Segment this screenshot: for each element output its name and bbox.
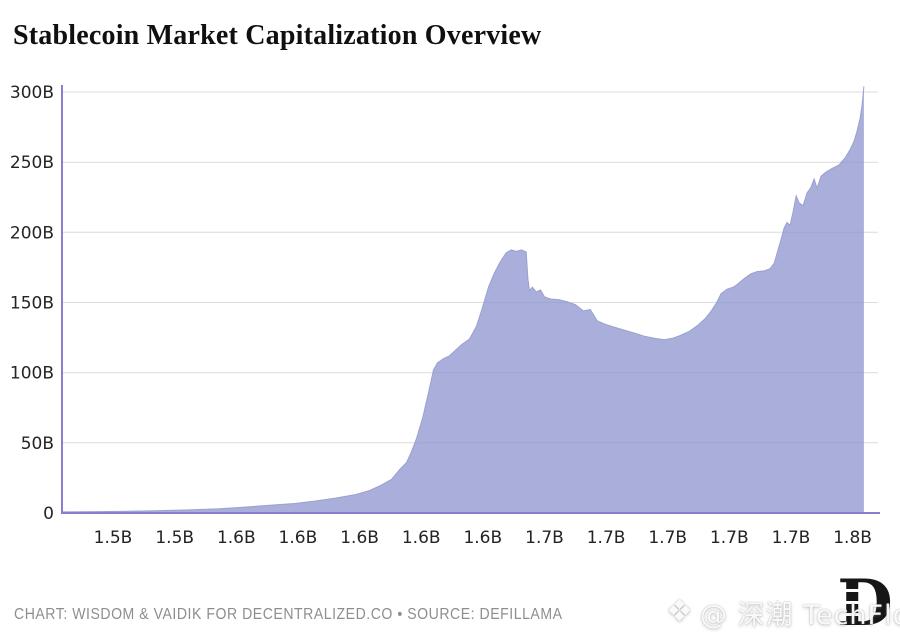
y-tick-label: 50B [21,434,54,454]
logo-detail [846,613,862,616]
x-tick-label: 1.7B [587,528,626,548]
techflow-watermark: ❖ @ 深潮 TechFlow [666,592,900,632]
x-tick-label: 1.8B [833,528,872,548]
x-tick-label: 1.6B [217,528,256,548]
y-tick-label: 100B [10,364,54,384]
x-tick-label: 1.6B [279,528,318,548]
x-tick-label: 1.5B [155,528,194,548]
y-tick-label: 300B [10,83,54,103]
techflow-diamond-icon: ❖ [666,594,693,629]
market-cap-area [62,86,864,514]
logo-detail [844,601,866,604]
x-tick-label: 1.7B [648,528,687,548]
y-tick-label: 150B [10,294,54,314]
x-tick-label: 1.7B [525,528,564,548]
decentralized-logo: D [834,571,896,641]
y-tick-label: 0 [43,504,54,524]
page-title: Stablecoin Market Capitalization Overvie… [13,20,542,51]
x-tick-label: 1.7B [772,528,811,548]
x-tick-label: 1.7B [710,528,749,548]
y-tick-label: 250B [10,153,54,173]
chart-credit: CHART: WISDOM & VAIDIK FOR DECENTRALIZED… [14,606,563,623]
x-tick-label: 1.6B [463,528,502,548]
y-tick-label: 200B [10,223,54,243]
logo-detail [844,589,862,592]
x-tick-label: 1.5B [94,528,133,548]
market-cap-line [61,86,865,513]
x-tick-label: 1.6B [340,528,379,548]
watermark-handle: @ 深潮 TechFlow [699,599,900,631]
x-tick-label: 1.6B [402,528,441,548]
